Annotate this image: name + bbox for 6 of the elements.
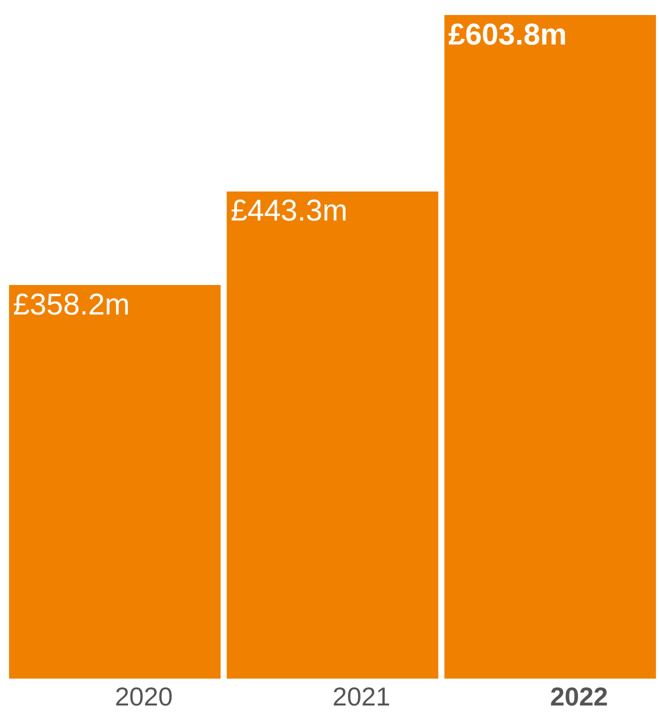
x-tick-label: 2022 [550,682,608,712]
data-label: £443.3m [230,194,348,228]
x-tick-label: 2021 [332,682,390,712]
data-label: £603.8m [448,18,567,52]
x-tick-label: 2020 [114,682,173,712]
data-label: £358.2m [13,288,130,322]
